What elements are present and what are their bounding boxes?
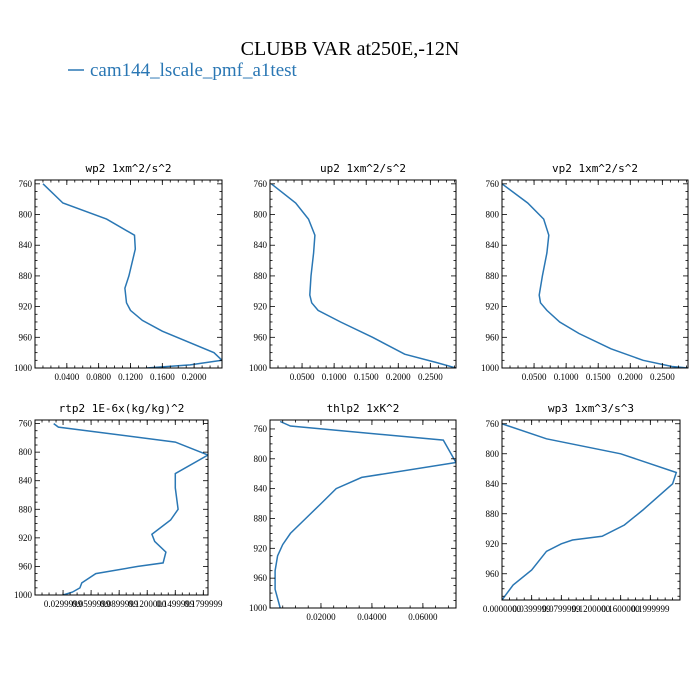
y-tick-label: 1000: [249, 603, 268, 613]
x-tick-label: 0.2000: [182, 372, 207, 382]
legend-label: cam144_lscale_pmf_a1test: [90, 60, 298, 81]
panel-4: rtp2 1E-6x(kg/kg)^2 760 800 840 880 920 960 100…: [14, 402, 223, 609]
x-tick-label: 0.2000: [618, 372, 643, 382]
y-tick-label: 840: [19, 476, 33, 486]
x-tick-label: 0.0899999: [100, 599, 139, 609]
y-tick-label: 760: [19, 419, 33, 429]
y-tick-label: 760: [486, 179, 500, 189]
y-tick-label: 960: [254, 573, 268, 583]
y-tick-label: 960: [486, 569, 500, 579]
x-tick-label: 0.2500: [418, 372, 443, 382]
x-tick-label: 0.0000000: [483, 604, 522, 614]
x-tick-label: 0.1000: [322, 372, 347, 382]
y-tick-label: 920: [19, 533, 33, 543]
series-line: [53, 422, 208, 595]
series-line: [502, 423, 678, 600]
y-tick-label: 800: [486, 210, 500, 220]
panels: wp2 1xm^2/s^2 760 800 840 880 920 960 1000 0.040…: [14, 162, 689, 622]
x-tick-label: 0.1600000: [602, 604, 641, 614]
x-tick-label: 0.0399999: [513, 604, 552, 614]
plot-frame: [269, 179, 457, 369]
x-tick-label: 0.1600: [150, 372, 175, 382]
x-tick-label: 0.2000: [386, 372, 411, 382]
x-tick-label: 0.0800: [86, 372, 111, 382]
x-tick-label: 0.0400: [54, 372, 79, 382]
panel-3: vp2 1xm^2/s^2 760 800 840 880 920 960 1000 0.050…: [481, 162, 689, 382]
y-tick-label: 1000: [14, 363, 33, 373]
y-tick-label: 760: [19, 179, 33, 189]
panel-6: wp3 1xm^3/s^3 760 800 840 880 920 960 0.0000000…: [483, 402, 681, 614]
x-tick-label: 0.0500: [522, 372, 547, 382]
x-tick-label: 0.0500: [290, 372, 315, 382]
y-tick-label: 920: [486, 302, 500, 312]
figure-title: CLUBB VAR at250E,-12N: [241, 38, 460, 60]
y-tick-label: 840: [254, 240, 268, 250]
x-tick-label: 0.1500: [354, 372, 379, 382]
y-tick-label: 1000: [481, 363, 500, 373]
y-tick-label: 920: [19, 302, 33, 312]
panel-title: thlp2 1xK^2: [327, 402, 400, 415]
panel-title: wp2 1xm^2/s^2: [85, 162, 171, 175]
y-tick-label: 760: [254, 424, 268, 434]
x-tick-label: 0.1500: [586, 372, 611, 382]
panel-title: vp2 1xm^2/s^2: [552, 162, 638, 175]
y-tick-label: 1000: [14, 590, 33, 600]
y-tick-label: 800: [19, 210, 33, 220]
y-tick-label: 920: [486, 539, 500, 549]
y-tick-label: 840: [486, 479, 500, 489]
x-tick-label: 0.1200: [118, 372, 143, 382]
y-tick-label: 960: [19, 332, 33, 342]
y-tick-label: 840: [486, 240, 500, 250]
series-line: [42, 183, 222, 368]
y-tick-label: 840: [19, 240, 33, 250]
x-tick-label: 0.04000: [357, 612, 387, 622]
x-tick-label: 0.1999999: [631, 604, 670, 614]
y-tick-label: 920: [254, 543, 268, 553]
plot-frame: [269, 419, 457, 609]
y-tick-label: 760: [486, 419, 500, 429]
y-tick-label: 880: [486, 271, 500, 281]
series-line: [502, 183, 688, 368]
y-tick-label: 800: [254, 454, 268, 464]
y-tick-label: 800: [19, 447, 33, 457]
panel-5: thlp2 1xK^2 760 800 840 880 920 960 1000 0.02000…: [249, 402, 457, 622]
x-tick-label: 0.1499999: [156, 599, 195, 609]
y-tick-label: 880: [19, 271, 33, 281]
x-tick-label: 0.1200000: [128, 599, 167, 609]
y-tick-label: 880: [19, 504, 33, 514]
y-tick-label: 840: [254, 484, 268, 494]
y-tick-label: 920: [254, 302, 268, 312]
y-tick-label: 1000: [249, 363, 268, 373]
series-line: [270, 183, 456, 368]
x-tick-label: 0.06000: [408, 612, 438, 622]
x-tick-label: 0.02000: [306, 612, 336, 622]
x-tick-label: 0.1000: [554, 372, 579, 382]
y-tick-label: 880: [254, 513, 268, 523]
x-tick-label: 0.1200000: [572, 604, 611, 614]
x-tick-label: 0.0599999: [72, 599, 111, 609]
panel-title: rtp2 1E-6x(kg/kg)^2: [59, 402, 185, 415]
x-tick-label: 0.1799999: [184, 599, 223, 609]
x-tick-label: 0.0299999: [44, 599, 83, 609]
plot-frame: [34, 179, 223, 369]
plot-frame: [501, 179, 689, 369]
panel-title: up2 1xm^2/s^2: [320, 162, 406, 175]
y-tick-label: 960: [19, 561, 33, 571]
x-tick-label: 0.2500: [650, 372, 675, 382]
y-tick-label: 960: [254, 332, 268, 342]
panel-title: wp3 1xm^3/s^3: [548, 402, 634, 415]
y-tick-label: 760: [254, 179, 268, 189]
x-tick-label: 0.0799999: [542, 604, 581, 614]
plot-frame: [34, 419, 209, 596]
panel-1: wp2 1xm^2/s^2 760 800 840 880 920 960 1000 0.040…: [14, 162, 223, 382]
y-tick-label: 880: [486, 509, 500, 519]
panel-2: up2 1xm^2/s^2 760 800 840 880 920 960 1000 0.050…: [249, 162, 457, 382]
y-tick-label: 800: [486, 449, 500, 459]
y-tick-label: 800: [254, 210, 268, 220]
series-line: [274, 420, 456, 608]
y-tick-label: 880: [254, 271, 268, 281]
y-tick-label: 960: [486, 332, 500, 342]
figure-legend: cam144_lscale_pmf_a1test: [68, 60, 298, 81]
